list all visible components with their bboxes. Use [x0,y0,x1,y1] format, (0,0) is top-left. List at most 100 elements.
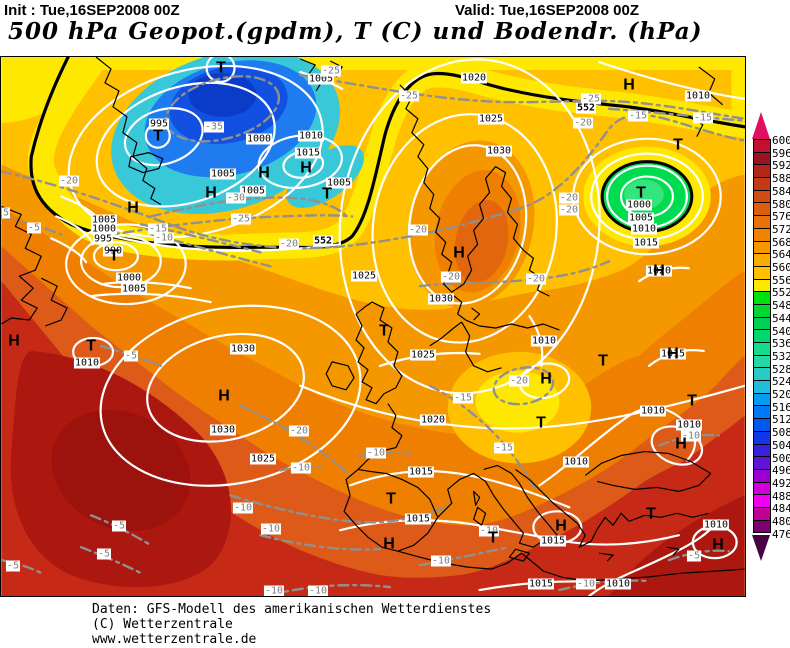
colorbar-box [754,228,770,242]
pressure-label: 1010 [630,223,658,235]
temperature-label: -20 [407,224,429,236]
high-pressure-marker: H [8,332,20,350]
temperature-label: -20 [508,375,530,387]
colorbar-box [754,140,770,153]
pressure-label: 1020 [645,265,673,277]
colorbar-value: 496 [772,464,790,478]
colorbar-box [754,507,770,521]
valid-time-label: Valid: Tue,16SEP2008 00Z [455,2,639,19]
colorbar-value: 516 [772,400,790,414]
pressure-label: 1000 [115,272,143,284]
colorbar-box [754,520,770,533]
colorbar-box [754,444,770,458]
temperature-label: -25 [580,93,602,105]
colorbar-value: 588 [772,172,790,186]
colorbar-box [754,216,770,229]
temperature-label: -20 [558,204,580,216]
pressure-label: 1030 [229,343,257,355]
pressure-label: 1005 [90,214,118,226]
pressure-label: 1010 [639,405,667,417]
high-pressure-marker: H [540,370,552,388]
pressure-label: 1005 [307,73,335,85]
pressure-label: 1010 [702,519,730,531]
pressure-label: 1030 [209,424,237,436]
pressure-label: 1030 [427,293,455,305]
pressure-label: 1025 [350,270,378,282]
colorbar-box [754,266,770,280]
pressure-label: 1015 [539,535,567,547]
pressure-label: 1000 [90,223,118,235]
credits-line-url: www.wetterzentrale.de [92,632,257,647]
colorbar-value: 596 [772,146,790,160]
colorbar-box [754,469,770,483]
temperature-label: -10 [260,523,282,535]
colorbar-value: 548 [772,299,790,313]
temperature-label: -30 [225,192,247,204]
pressure-label: 1010 [562,456,590,468]
colorbar-swatches [753,139,771,534]
temperature-label: -10 [307,585,329,597]
temperature-label: -10 [365,447,387,459]
high-pressure-marker: H [555,517,567,535]
low-pressure-marker: T [109,247,119,265]
temperature-label: -20 [525,273,547,285]
pressure-label: 995 [92,233,114,245]
temperature-label: -20 [440,271,462,283]
temperature-label: -15 [627,110,649,122]
colorbar-box [754,241,770,255]
low-pressure-marker: T [379,322,389,340]
temperature-label: 5 [1,207,11,219]
colorbar-box [754,254,770,267]
temperature-label: -15 [493,442,515,454]
colorbar-value: 484 [772,502,790,516]
temperature-label: -10 [263,585,285,597]
map-labels-overlay: 995 1000 1010 1015 1005 1005 1005 1005 1005 1000 9… [1,57,745,596]
low-pressure-marker: T [322,185,332,203]
colorbar-value: 572 [772,222,790,236]
pressure-label: 1015 [404,513,432,525]
colorbar-box [754,292,770,305]
colorbar-value: 508 [772,426,790,440]
colorbar-value: 532 [772,349,790,363]
colorbar-value: 480 [772,515,790,528]
map-canvas [1,57,745,596]
temperature-label: -15 [452,392,474,404]
low-pressure-marker: T [488,529,498,547]
pressure-label: 1015 [527,578,555,590]
colorbar-value: 528 [772,362,790,376]
colorbar-value: 536 [772,337,790,351]
colorbar-box [754,178,770,191]
high-pressure-marker: H [300,159,312,177]
low-pressure-marker: T [153,127,163,145]
pressure-label: 1025 [249,453,277,465]
colorbar-box [754,393,770,407]
high-pressure-marker: H [383,535,395,553]
temperature-label: -5 [123,350,139,362]
pressure-label: 1010 [604,578,632,590]
temperature-label: -25 [320,65,342,77]
pressure-label: 1025 [409,349,437,361]
thickness-552-line [29,57,745,250]
temperature-label: -10 [153,232,175,244]
colorbar-value: 544 [772,311,790,325]
high-pressure-marker: H [258,164,270,182]
thickness-label: 552 [575,102,597,114]
pressure-label: 1005 [325,177,353,189]
thickness-label: 552 [312,235,334,247]
colorbar-box [754,152,770,166]
colorbar-box [754,279,770,293]
temperature-label: -10 [290,462,312,474]
high-pressure-marker: H [667,345,679,363]
weather-map: 995 1000 1010 1015 1005 1005 1005 1005 1005 1000 9… [0,56,746,597]
high-pressure-marker: H [205,184,217,202]
pressure-label: 1005 [627,212,655,224]
colorbar-value: 592 [772,159,790,173]
colorbar-box [754,457,770,470]
high-pressure-marker: H [653,262,665,280]
pressure-label: 1030 [485,145,513,157]
colorbar-value: 560 [772,261,790,274]
temperature-label: -25 [398,90,420,102]
temperature-label: -20 [58,175,80,187]
temperature-label: -25 [230,213,252,225]
